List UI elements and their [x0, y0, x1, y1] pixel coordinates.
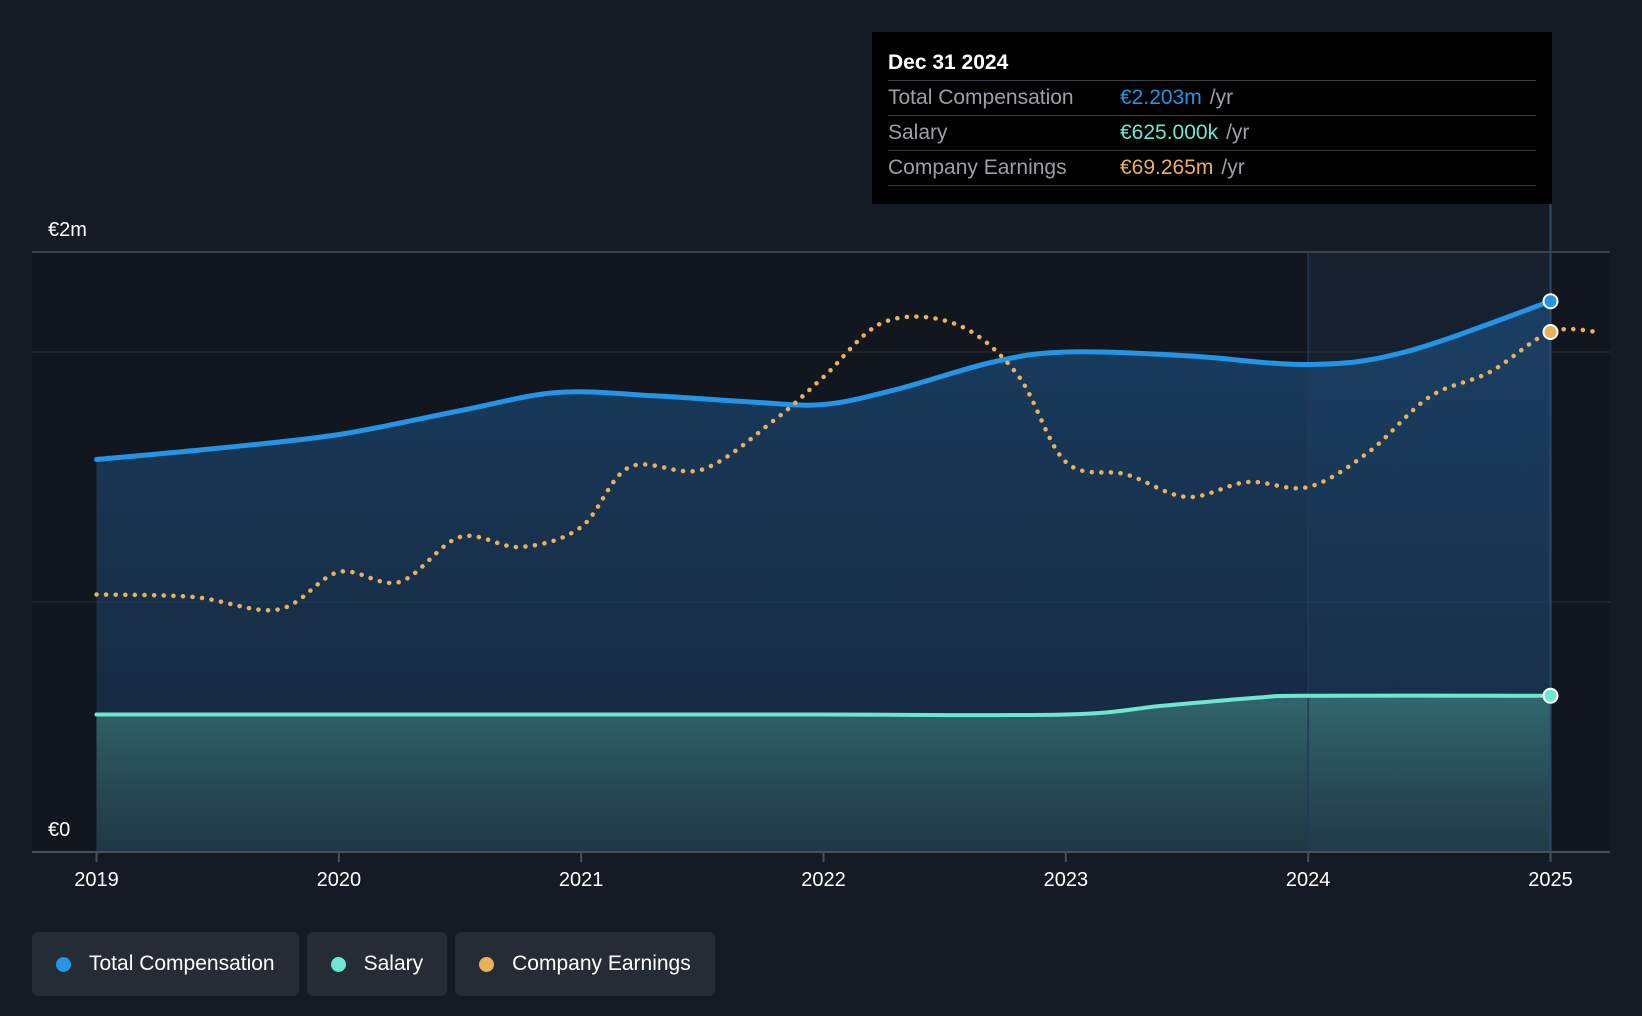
end-points: [1542, 293, 1559, 704]
tooltip-label: Salary: [888, 121, 948, 144]
legend-dot-icon: [479, 956, 495, 972]
total-compensation-point: [1542, 293, 1559, 310]
salary-point: [1542, 687, 1559, 704]
legend-dot-icon: [330, 956, 346, 972]
chart-legend: Total Compensation Salary Company Earnin…: [32, 932, 715, 996]
tooltip-label: Company Earnings: [888, 156, 1067, 179]
tooltip-value: €625.000k: [1120, 121, 1219, 144]
x-tick-label: 2019: [74, 869, 119, 891]
total-compensation-line: [94, 298, 1553, 462]
x-tick-label: 2025: [1528, 869, 1573, 891]
legend-dot-icon: [56, 956, 71, 972]
x-tick-label: 2024: [1286, 869, 1331, 891]
tooltip-date: Dec 31 2024: [888, 46, 1536, 81]
hover-tooltip: Dec 31 2024 Total Compensation €2.203m /…: [872, 32, 1552, 204]
tooltip-row-company-earnings: Company Earnings €69.265m /yr: [888, 151, 1536, 186]
x-axis-ticks: 2019 2020 2021 2022 2023 2024 2025: [74, 852, 1573, 891]
tooltip-value: €2.203m: [1120, 86, 1202, 109]
legend-label: Company Earnings: [512, 952, 691, 975]
x-tick-label: 2020: [317, 869, 362, 891]
tooltip-unit: /yr: [1209, 86, 1234, 109]
y-axis-labels: €2m €0: [48, 219, 87, 841]
y-tick-label: €0: [48, 819, 70, 841]
legend-item-total-compensation[interactable]: Total Compensation: [32, 932, 299, 996]
legend-label: Total Compensation: [89, 952, 275, 975]
tooltip-row-total-compensation: Total Compensation €2.203m /yr: [888, 81, 1536, 116]
x-tick-label: 2022: [801, 869, 846, 891]
legend-item-salary[interactable]: Salary: [306, 932, 448, 996]
salary-area: [96, 695, 1551, 852]
tooltip-label: Total Compensation: [888, 86, 1074, 109]
legend-item-company-earnings[interactable]: Company Earnings: [455, 932, 715, 996]
legend-label: Salary: [363, 952, 424, 975]
y-tick-label: €2m: [48, 219, 87, 241]
tooltip-value: €69.265m: [1120, 156, 1214, 179]
tooltip-unit: /yr: [1226, 121, 1250, 144]
x-tick-label: 2021: [559, 869, 604, 891]
x-tick-label: 2023: [1044, 869, 1089, 891]
salary-line: [94, 693, 1553, 718]
company-earnings-line: [94, 314, 1602, 613]
tooltip-unit: /yr: [1221, 156, 1245, 179]
company-earnings-point: [1542, 324, 1559, 340]
tooltip-row-salary: Salary €625.000k /yr: [888, 116, 1536, 151]
